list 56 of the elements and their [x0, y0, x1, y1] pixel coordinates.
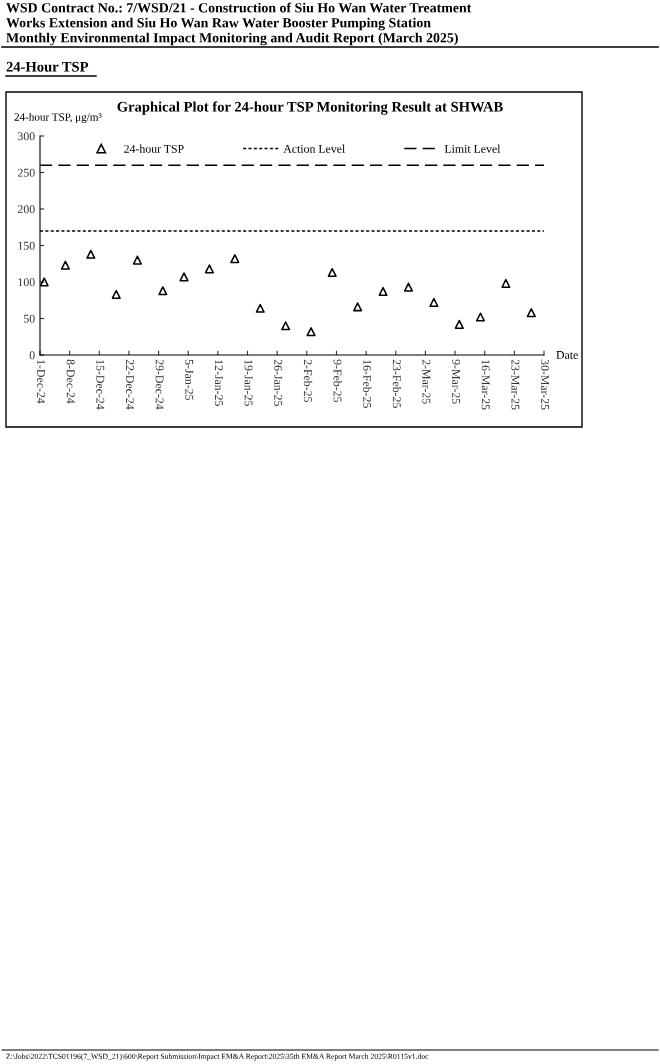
point: [281, 321, 291, 331]
y-axis-title: 24-hour TSP, μg/m³: [14, 112, 102, 124]
point: [60, 260, 70, 270]
x-tick-label: 26-Jan-25: [274, 359, 283, 406]
x-tick-label: 8-Dec-24: [66, 359, 75, 404]
x-tick-label: 2-Mar-25: [422, 359, 431, 404]
x-tick-label: 16-Mar-25: [481, 360, 490, 410]
y-tick-label: 200: [17, 205, 35, 214]
x-tick-label: 15-Dec-24: [96, 360, 105, 410]
text: Works Extension and Siu Ho Wan Raw Water Booster Pumping Station: [6, 17, 431, 31]
y-tick-label: 250: [17, 168, 35, 177]
legend-label: 24-hour TSP: [124, 144, 184, 153]
y-tick-label: 100: [18, 278, 35, 287]
point: [327, 267, 337, 278]
point: [378, 286, 388, 297]
x-tick-label: 12-Jan-25: [214, 360, 223, 406]
point: [403, 282, 414, 292]
point: [454, 319, 464, 329]
text: WSD Contract No.: 7/WSD/21 - Construction of Siu Ho Wan Water Treatment: [6, 2, 472, 13]
text: 24-Hour TSP: [6, 61, 89, 72]
point: [429, 297, 439, 308]
point: [475, 312, 486, 322]
x-tick-label: 9-Mar-25: [452, 359, 461, 404]
point: [230, 254, 240, 264]
point: [526, 308, 536, 318]
y-tick-label: 0: [29, 351, 35, 360]
point: [204, 264, 214, 274]
x-tick-label: 5-Jan-25: [185, 359, 194, 401]
x-axis-title: Date: [556, 351, 578, 359]
point: [111, 289, 121, 299]
x-tick-label: 19-Jan-25: [244, 360, 253, 406]
x-tick-label: 22-Dec-24: [125, 359, 134, 410]
legend-label: Limit Level: [444, 144, 501, 153]
point: [40, 277, 49, 287]
point: [158, 286, 168, 296]
x-tick-label: 30-Mar-25: [541, 359, 550, 410]
x-tick-label: 23-Feb-25: [392, 359, 402, 408]
legend-label: Action Level: [283, 144, 346, 153]
point: [306, 327, 316, 337]
point: [501, 278, 511, 289]
x-tick-label: 16-Feb-25: [363, 360, 372, 408]
point: [132, 255, 142, 265]
point: [255, 303, 265, 313]
y-tick-label: 300: [18, 132, 35, 141]
x-tick-label: 9-Feb-25: [333, 359, 342, 402]
text: Monthly Environmental Impact Monitoring and Audit Report (March 2025): [6, 32, 458, 46]
x-tick-label: 1-Dec-24: [37, 360, 45, 404]
x-tick-label: 2-Feb-25: [303, 359, 313, 402]
point: [353, 302, 363, 312]
x-tick-label: 29-Dec-24: [155, 359, 164, 410]
y-tick-label: 150: [18, 241, 35, 250]
point: [86, 249, 96, 259]
point: [179, 272, 189, 282]
x-tick-label: 23-Mar-25: [511, 359, 520, 410]
y-tick-label: 50: [24, 314, 35, 323]
chart-title: Graphical Plot for 24-hour TSP Monitoring Result at SHWAB: [117, 101, 503, 115]
